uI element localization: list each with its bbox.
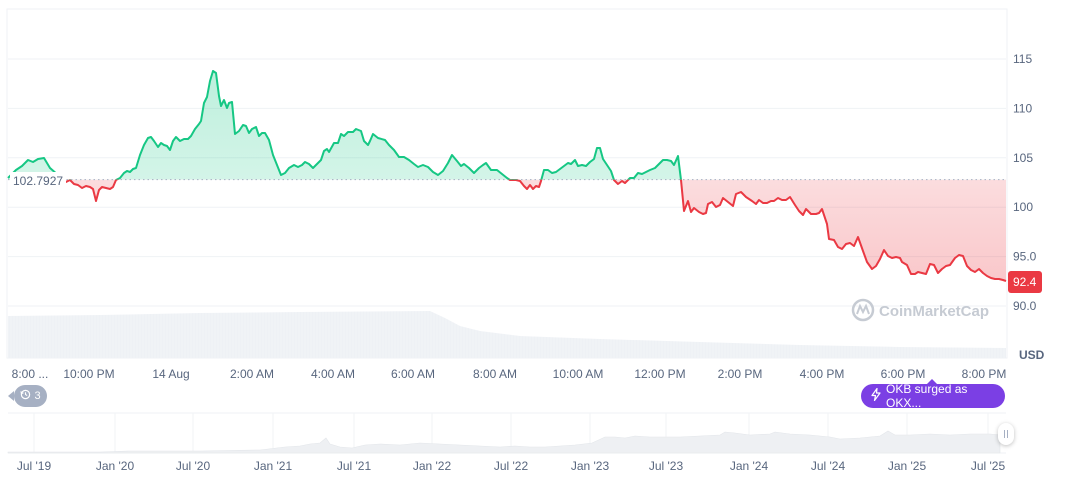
- x-tick-label: 6:00 PM: [881, 367, 926, 381]
- x-tick-label: 8:00 ...: [12, 367, 49, 381]
- volume-bars: [7, 310, 1006, 358]
- navigator-x-axis: Jul '19 Jan '20 Jul '20 Jan '21 Jul '21 Jan '…: [17, 459, 1006, 473]
- navigator-tick-label: Jul '20: [176, 459, 211, 473]
- x-tick-label: 10:00 PM: [63, 367, 114, 381]
- history-count: 3: [34, 390, 41, 402]
- coinmarketcap-watermark: CoinMarketCap: [851, 298, 989, 322]
- x-tick-label: 2:00 PM: [718, 367, 763, 381]
- y-tick-label: 90.0: [1013, 299, 1037, 313]
- navigator-tick-label: Jul '21: [337, 459, 372, 473]
- y-tick-label: 110: [1013, 101, 1032, 115]
- x-tick-label: 12:00 PM: [634, 367, 685, 381]
- svg-text:CoinMarketCap: CoinMarketCap: [879, 303, 989, 320]
- x-tick-label: 8:00 AM: [473, 367, 517, 381]
- navigator-tick-label: Jul '19: [17, 459, 52, 473]
- range-navigator[interactable]: Jul '19 Jan '20 Jul '20 Jan '21 Jul '21 Jan '…: [7, 412, 1006, 473]
- navigator-tick-label: Jul '24: [811, 459, 846, 473]
- y-tick-label: 100: [1013, 200, 1033, 214]
- navigator-tick-label: Jan '21: [254, 459, 293, 473]
- x-tick-label: 8:00 PM: [962, 367, 1007, 381]
- x-axis: 8:00 ... 10:00 PM 14 Aug 2:00 AM 4:00 AM 6:00…: [12, 367, 1007, 381]
- navigator-tick-label: Jul '25: [971, 459, 1006, 473]
- navigator-range-handle[interactable]: [998, 423, 1014, 445]
- navigator-tick-label: Jan '25: [888, 459, 927, 473]
- y-axis: 115 110 105 100 95.0 90.0: [1013, 52, 1037, 313]
- x-tick-label: 2:00 AM: [230, 367, 274, 381]
- x-tick-label: 4:00 PM: [800, 367, 845, 381]
- x-tick-label: 4:00 AM: [311, 367, 355, 381]
- lightning-icon: [871, 387, 881, 404]
- baseline-value-label: 102.7927: [13, 174, 63, 188]
- y-tick-label: 115: [1013, 52, 1032, 66]
- currency-label: USD: [1019, 348, 1045, 362]
- navigator-tick-label: Jan '24: [730, 459, 769, 473]
- history-badge[interactable]: 3: [8, 385, 47, 407]
- navigator-tick-label: Jan '20: [96, 459, 135, 473]
- navigator-tick-label: Jan '23: [571, 459, 610, 473]
- x-tick-label: 6:00 AM: [391, 367, 435, 381]
- svg-text:92.4: 92.4: [1013, 275, 1037, 289]
- baseline-label-bg: [10, 172, 66, 188]
- navigator-tick-label: Jul '22: [494, 459, 529, 473]
- x-tick-label: 10:00 AM: [553, 367, 604, 381]
- y-tick-label: 95.0: [1013, 250, 1037, 264]
- y-tick-label: 105: [1013, 151, 1033, 165]
- navigator-tick-label: Jan '22: [413, 459, 452, 473]
- area-fills: [8, 71, 1006, 281]
- news-event-label: OKB surged as OKX...: [886, 382, 968, 410]
- x-tick-label: 14 Aug: [152, 367, 189, 381]
- navigator-tick-label: Jul '23: [649, 459, 684, 473]
- current-price-badge: 92.4: [1008, 271, 1042, 293]
- history-icon: [20, 389, 31, 403]
- price-line: [7, 70, 1007, 282]
- news-event-pill[interactable]: OKB surged as OKX...: [861, 379, 1005, 410]
